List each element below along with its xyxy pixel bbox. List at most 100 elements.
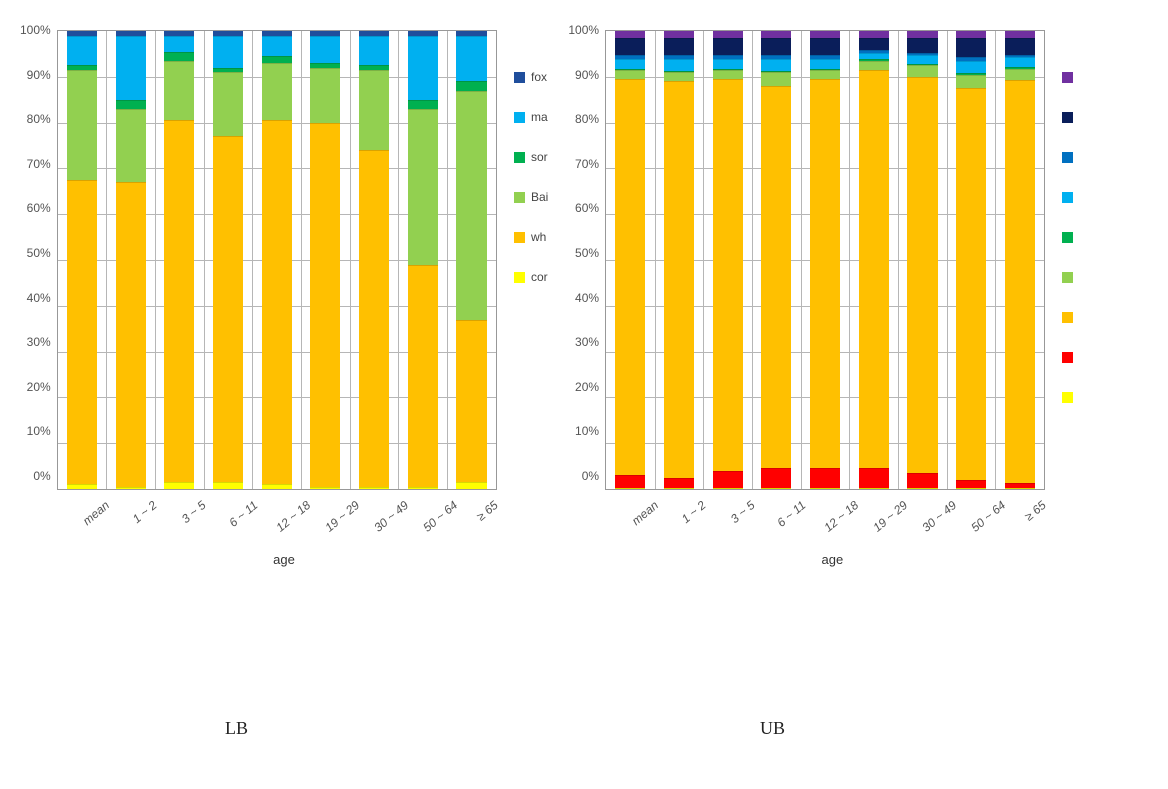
legend-swatch bbox=[514, 112, 525, 123]
bar-segment bbox=[713, 31, 743, 38]
bar bbox=[761, 31, 791, 489]
x-tick: 6 ~ 11 bbox=[211, 490, 260, 550]
bar-segment bbox=[164, 36, 194, 52]
bar-segment bbox=[310, 123, 340, 487]
y-tick: 50% bbox=[575, 246, 599, 260]
y-axis-ub: 100%90%80%70%60%50%40%30%20%10%0% bbox=[568, 23, 605, 483]
bar-segment bbox=[664, 488, 694, 489]
legend-item: wh bbox=[514, 230, 548, 244]
x-tick-label: 50 ~ 64 bbox=[968, 498, 1008, 535]
y-tick: 40% bbox=[27, 291, 51, 305]
y-tick: 20% bbox=[27, 380, 51, 394]
bar-segment bbox=[713, 70, 743, 79]
chart-ub-plotrow: 100%90%80%70%60%50%40%30%20%10%0% bbox=[568, 30, 1052, 490]
bar-segment bbox=[359, 487, 389, 489]
bar-segment bbox=[116, 182, 146, 487]
legend-label: wh bbox=[531, 230, 546, 244]
x-tick-label: 3 ~ 5 bbox=[179, 498, 209, 526]
chart-ub-block: 100%90%80%70%60%50%40%30%20%10%0% mean1 … bbox=[568, 30, 1052, 567]
bar-segment bbox=[359, 150, 389, 487]
bars bbox=[606, 31, 1044, 489]
bar-segment bbox=[615, 31, 645, 38]
bar bbox=[664, 31, 694, 489]
x-tick-label: ≥ 65 bbox=[473, 498, 500, 524]
bar-segment bbox=[164, 61, 194, 121]
bar-segment bbox=[262, 36, 292, 57]
bar bbox=[956, 31, 986, 489]
bar-segment bbox=[907, 55, 937, 64]
legend-item: cor bbox=[514, 270, 548, 284]
bar-segment bbox=[907, 31, 937, 38]
bar-segment bbox=[761, 31, 791, 38]
legend-swatch bbox=[514, 152, 525, 163]
chart-lb-block: 100%90%80%70%60%50%40%30%20%10%0% mean1 … bbox=[20, 30, 504, 567]
bar-segment bbox=[956, 38, 986, 57]
bar bbox=[67, 31, 97, 489]
chart-lb: 100%90%80%70%60%50%40%30%20%10%0% mean1 … bbox=[20, 30, 548, 567]
x-tick: 1 ~ 2 bbox=[113, 490, 162, 550]
x-tick: 1 ~ 2 bbox=[661, 490, 710, 550]
bar-slot bbox=[58, 31, 107, 489]
bar-slot bbox=[752, 31, 801, 489]
bottom-label-lb: LB bbox=[225, 718, 248, 739]
bar-segment bbox=[164, 52, 194, 61]
x-tick-label: 50 ~ 64 bbox=[420, 498, 460, 535]
bar-segment bbox=[359, 70, 389, 150]
chart-ub: 100%90%80%70%60%50%40%30%20%10%0% mean1 … bbox=[568, 30, 1073, 567]
legend-label: Bai bbox=[531, 190, 548, 204]
bar-slot bbox=[252, 31, 301, 489]
bar bbox=[1005, 31, 1035, 489]
x-tick: 19 ~ 29 bbox=[308, 490, 357, 550]
bar-segment bbox=[810, 79, 840, 468]
bar-slot bbox=[204, 31, 253, 489]
bar-segment bbox=[408, 109, 438, 265]
x-axis-lb: mean1 ~ 23 ~ 56 ~ 1112 ~ 1819 ~ 2930 ~ 4… bbox=[64, 490, 504, 550]
legend-label: fox bbox=[531, 70, 547, 84]
bar-segment bbox=[713, 38, 743, 55]
plot-lb bbox=[57, 30, 497, 490]
y-tick: 50% bbox=[27, 246, 51, 260]
bar-segment bbox=[810, 468, 840, 487]
bar-segment bbox=[310, 487, 340, 489]
y-tick: 0% bbox=[582, 469, 599, 483]
bar-segment bbox=[907, 473, 937, 488]
legend-swatch bbox=[1062, 152, 1073, 163]
bar-segment bbox=[664, 59, 694, 71]
legend-item: Bai bbox=[514, 190, 548, 204]
bar-segment bbox=[956, 488, 986, 489]
bar-segment bbox=[408, 487, 438, 489]
x-tick-label: mean bbox=[80, 498, 112, 528]
bar bbox=[310, 31, 340, 489]
x-tick-label: 19 ~ 29 bbox=[322, 498, 362, 535]
x-tick: 3 ~ 5 bbox=[710, 490, 759, 550]
bar-segment bbox=[664, 38, 694, 55]
y-tick: 10% bbox=[575, 424, 599, 438]
bar-segment bbox=[859, 488, 889, 489]
legend-swatch bbox=[1062, 352, 1073, 363]
bar-segment bbox=[761, 468, 791, 487]
bar-segment bbox=[164, 482, 194, 489]
bar-segment bbox=[859, 53, 889, 60]
legend-item bbox=[1062, 150, 1073, 164]
bar-segment bbox=[1005, 80, 1035, 483]
x-axis-label-ub: age bbox=[612, 552, 1052, 567]
legend-swatch bbox=[1062, 72, 1073, 83]
legend-item bbox=[1062, 110, 1073, 124]
bar-segment bbox=[761, 86, 791, 468]
bar-slot bbox=[350, 31, 399, 489]
bar-segment bbox=[67, 180, 97, 485]
x-tick: mean bbox=[64, 490, 113, 550]
bar-segment bbox=[213, 36, 243, 68]
bar-segment bbox=[956, 61, 986, 73]
bar-segment bbox=[810, 38, 840, 55]
y-tick: 100% bbox=[20, 23, 51, 37]
bar-segment bbox=[810, 31, 840, 38]
bar-segment bbox=[859, 70, 889, 468]
x-tick: 12 ~ 18 bbox=[260, 490, 309, 550]
x-tick-label: mean bbox=[629, 498, 661, 528]
bar-segment bbox=[956, 480, 986, 488]
legend-swatch bbox=[1062, 272, 1073, 283]
legend-swatch bbox=[1062, 392, 1073, 403]
y-tick: 20% bbox=[575, 380, 599, 394]
bar-segment bbox=[408, 36, 438, 100]
